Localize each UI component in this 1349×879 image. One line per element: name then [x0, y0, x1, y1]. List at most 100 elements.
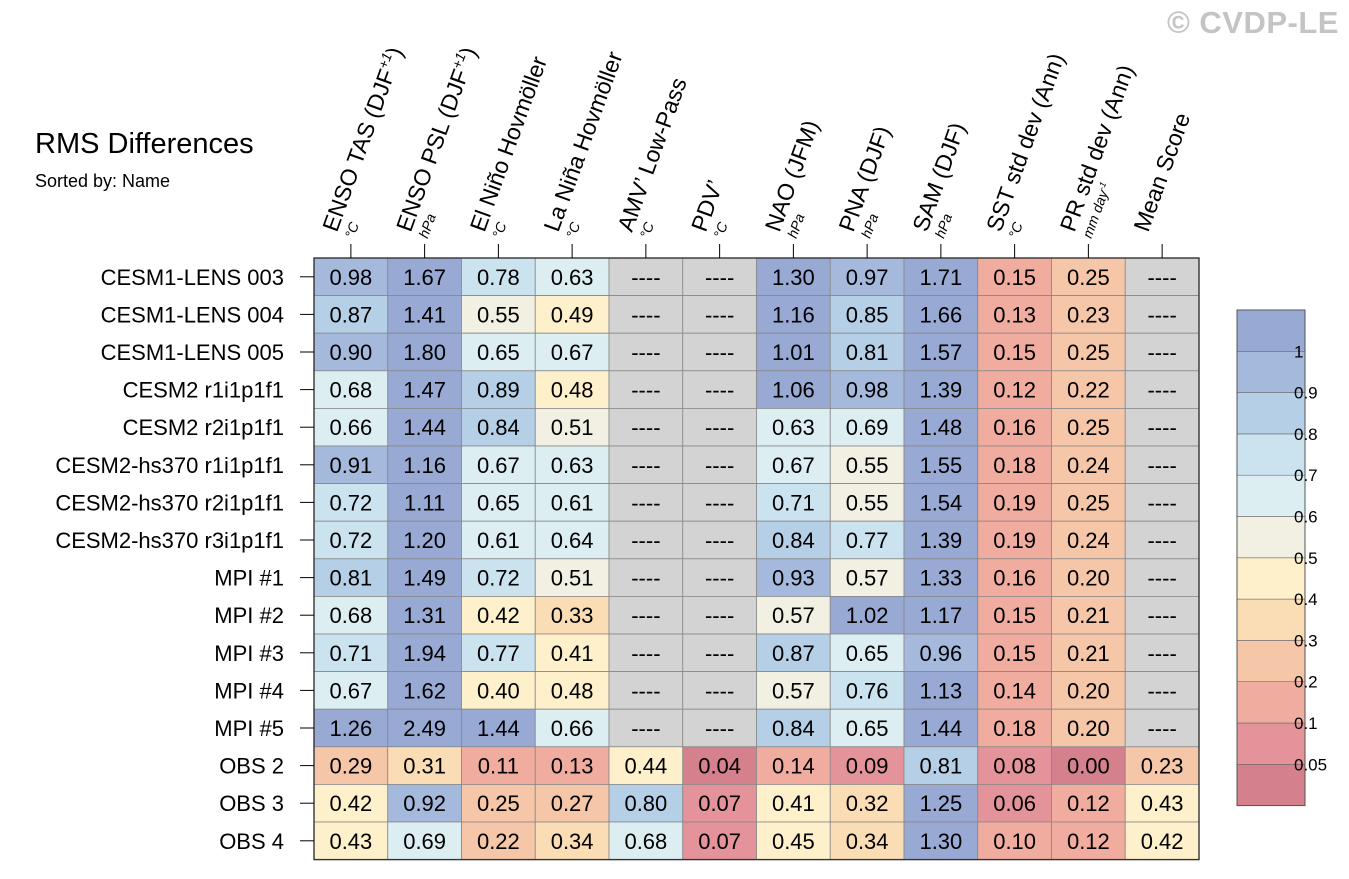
heatmap-cell — [756, 295, 831, 334]
cell-value-label: 0.29 — [329, 754, 372, 779]
cell-value-label: 0.90 — [329, 340, 372, 365]
heatmap-cell — [387, 370, 462, 409]
row-label: CESM2 r2i1p1f1 — [123, 415, 284, 440]
heatmap-cell — [1124, 407, 1200, 447]
heatmap-cell — [608, 295, 684, 334]
cell-value-label: 0.45 — [772, 829, 815, 854]
missing-value-label: ---- — [705, 566, 734, 591]
heatmap-cell — [977, 596, 1052, 635]
cell-value-label: 0.55 — [846, 453, 889, 478]
cell-value-label: 0.20 — [1067, 678, 1110, 703]
heatmap-cell — [756, 671, 831, 710]
heatmap-cell — [608, 483, 684, 522]
missing-value-label: ---- — [705, 490, 734, 515]
cell-value-label: 0.66 — [329, 415, 372, 440]
heatmap-cell — [1051, 821, 1126, 860]
cell-value-label: 0.18 — [993, 716, 1036, 741]
heatmap-cell — [829, 596, 905, 635]
heatmap-cell — [608, 596, 684, 635]
cell-value-label: 0.15 — [993, 641, 1036, 666]
heatmap-cell — [829, 633, 905, 672]
column-label-superscript: +1 — [374, 50, 394, 70]
cell-value-label: 0.66 — [551, 716, 594, 741]
cell-value-label: 1.30 — [772, 265, 815, 290]
cell-value-label: 1.13 — [919, 678, 962, 703]
cell-value-label: 0.48 — [551, 678, 594, 703]
cell-value-label: 0.96 — [919, 641, 962, 666]
cell-value-label: 0.10 — [993, 829, 1036, 854]
colorbar-label: 0.8 — [1294, 425, 1318, 444]
heatmap-cell — [534, 784, 610, 823]
row-label: CESM1-LENS 005 — [101, 340, 284, 365]
heatmap-cell — [829, 821, 905, 860]
cell-value-label: 0.08 — [993, 754, 1036, 779]
cell-value-label: 0.42 — [329, 791, 372, 816]
heatmap-cell — [682, 746, 757, 785]
column-header: NAO (JFM)hPa — [760, 117, 824, 241]
colorbar-swatch — [1236, 640, 1306, 683]
cell-value-label: 0.25 — [1067, 415, 1110, 440]
heatmap-cell — [461, 558, 536, 597]
heatmap-cell — [534, 821, 610, 860]
cell-value-label: 0.15 — [993, 603, 1036, 628]
heatmap-cell — [682, 445, 757, 484]
cell-value-label: 1.44 — [403, 415, 446, 440]
cell-value-label: 0.84 — [772, 528, 815, 553]
row-label: CESM1-LENS 004 — [101, 302, 284, 327]
cell-value-label: 0.21 — [1067, 603, 1110, 628]
cell-value-label: 0.32 — [846, 791, 889, 816]
missing-value-label: ---- — [631, 566, 660, 591]
column-label: La Niña Hovmöller — [538, 48, 627, 235]
cell-value-label: 1.06 — [772, 378, 815, 403]
heatmap-cell — [903, 332, 979, 372]
heatmap-cell — [682, 558, 757, 597]
heatmap-cell — [903, 821, 979, 860]
heatmap-cell — [387, 483, 462, 522]
heatmap-cell — [829, 558, 905, 597]
heatmap-cell — [1124, 671, 1200, 710]
cell-value-label: 0.68 — [624, 829, 667, 854]
row-label: CESM1-LENS 003 — [101, 265, 284, 290]
cell-value-label: 0.65 — [477, 340, 520, 365]
colorbar-label: 0.4 — [1294, 590, 1318, 609]
column-label: Mean Score — [1128, 109, 1195, 234]
cell-value-label: 1.44 — [919, 716, 962, 741]
cell-value-label: 0.20 — [1067, 566, 1110, 591]
colorbar-label: 0.2 — [1294, 673, 1318, 692]
heatmap-cell — [682, 332, 757, 372]
cell-value-label: 0.06 — [993, 791, 1036, 816]
heatmap-cell — [682, 708, 757, 748]
heatmap-cell — [756, 370, 831, 409]
cell-value-label: 1.71 — [919, 265, 962, 290]
missing-value-label: ---- — [631, 490, 660, 515]
grid-frame — [313, 257, 1200, 861]
missing-value-label: ---- — [1147, 415, 1176, 440]
missing-value-label: ---- — [1147, 453, 1176, 478]
missing-value-label: ---- — [1147, 716, 1176, 741]
cell-value-label: 0.87 — [772, 641, 815, 666]
missing-value-label: ---- — [1147, 678, 1176, 703]
cell-value-label: 0.18 — [993, 453, 1036, 478]
heatmap-cell — [903, 633, 979, 672]
cell-value-label: 0.72 — [477, 566, 520, 591]
column-label: ENSO TAS (DJF+1) — [316, 43, 408, 235]
cell-value-label: 0.25 — [1067, 340, 1110, 365]
cell-value-label: 0.41 — [772, 791, 815, 816]
cell-value-label: 0.24 — [1067, 528, 1110, 553]
heatmap-cell — [682, 520, 757, 560]
heatmap-cell — [387, 596, 462, 635]
cell-value-label: 1.39 — [919, 378, 962, 403]
cell-value-label: 1.01 — [772, 340, 815, 365]
heatmap-cell — [461, 671, 536, 710]
cell-value-label: 1.47 — [403, 378, 446, 403]
cell-value-label: 0.76 — [846, 678, 889, 703]
chart-subtitle: Sorted by: Name — [35, 171, 171, 191]
missing-value-label: ---- — [705, 528, 734, 553]
cell-value-label: 0.78 — [477, 265, 520, 290]
heatmap-cell — [461, 370, 536, 409]
missing-value-label: ---- — [705, 265, 734, 290]
cell-value-label: 0.63 — [551, 265, 594, 290]
heatmap-cell — [977, 784, 1052, 823]
cell-value-label: 1.25 — [919, 791, 962, 816]
